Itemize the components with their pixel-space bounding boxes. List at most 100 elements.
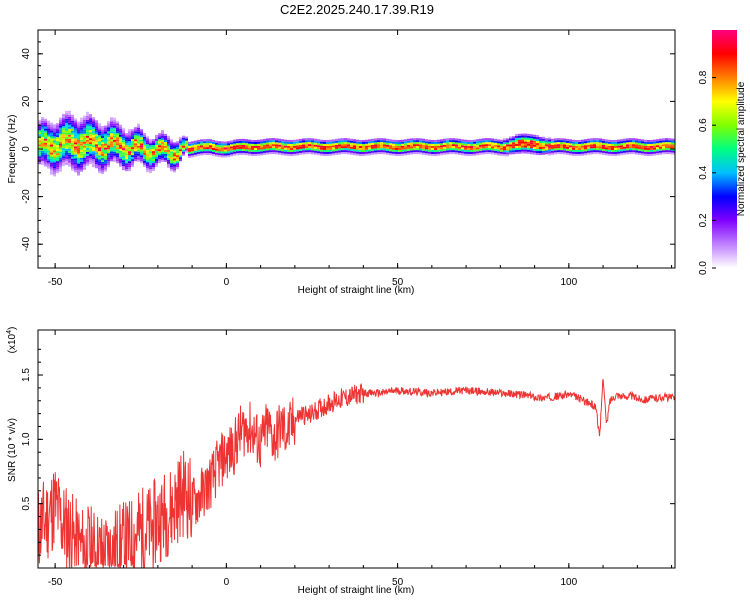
spectrogram-cell (68, 164, 71, 167)
spectrogram-cell (83, 161, 86, 164)
spectrogram-cell (293, 143, 296, 146)
spectrogram-cell (113, 121, 116, 124)
spectrogram-cell (362, 139, 365, 142)
spectrogram-cell (59, 129, 62, 132)
spectrogram-cell (215, 146, 218, 149)
spectrogram-cell (149, 147, 152, 150)
spectrogram-cell (416, 138, 419, 141)
spectrogram-cell (461, 145, 464, 148)
spectrogram-cell (308, 140, 311, 143)
spectrogram-cell (71, 162, 74, 165)
spectrogram-cell (311, 152, 314, 155)
spectrogram-cell (380, 142, 383, 145)
spectrogram-cell (200, 141, 203, 144)
spectrogram-cell (359, 145, 362, 148)
spectrogram-cell (53, 150, 56, 153)
snr-multiplier-exp: 4 (6, 330, 13, 334)
spectrogram-cell (440, 139, 443, 142)
spectrogram-cell (77, 147, 80, 150)
spectrogram-cell (470, 153, 473, 156)
spectrogram-cell (605, 139, 608, 142)
spectrogram-cell (386, 152, 389, 155)
spectrogram-cell (425, 143, 428, 146)
spectrogram-cell (266, 150, 269, 153)
spectrogram-cell (257, 147, 260, 150)
spectrogram-cell (473, 145, 476, 148)
spectrogram-cell (119, 132, 122, 135)
spectrogram-cell (263, 144, 266, 147)
spectrogram-cell (515, 151, 518, 154)
spectrogram-cell (44, 126, 47, 129)
spectrogram-cell (626, 144, 629, 147)
spectrogram-cell (647, 151, 650, 154)
spectrogram-cell (134, 129, 137, 132)
spectrogram-cell (125, 147, 128, 150)
spectrogram-cell (344, 152, 347, 155)
spectrogram-cell (122, 160, 125, 163)
spectrogram-cell (68, 160, 71, 163)
spectrogram-cell (515, 133, 518, 136)
spectrogram-cell (554, 148, 557, 151)
spectrogram-cell (626, 140, 629, 143)
spectrogram-cell (635, 146, 638, 149)
spectrogram-cell (68, 132, 71, 135)
spectrogram-cell (146, 144, 149, 147)
y-tick-label: 1.5 (21, 368, 32, 382)
spectrogram-cell (434, 141, 437, 144)
spectrogram-cell (671, 152, 674, 155)
spectrogram-cell (113, 145, 116, 148)
spectrogram-cell (425, 145, 428, 148)
spectrogram-cell (107, 163, 110, 166)
spectrogram-cell (197, 139, 200, 142)
spectrogram-cell (443, 148, 446, 151)
spectrogram-cell (317, 149, 320, 152)
spectrogram-cell (209, 141, 212, 144)
spectrogram-cell (284, 145, 287, 148)
spectrogram-cell (164, 159, 167, 162)
spectrogram-cell (434, 147, 437, 150)
spectrogram-cell (77, 121, 80, 124)
spectrogram-cell (179, 159, 182, 162)
spectrogram-cell (605, 145, 608, 148)
spectrogram-cell (392, 151, 395, 154)
spectrogram-cell (509, 144, 512, 147)
spectrogram-cell (410, 150, 413, 153)
spectrogram-cell (167, 139, 170, 142)
spectrogram-cell (479, 138, 482, 141)
spectrogram-cell (284, 153, 287, 156)
spectrogram-cell (206, 145, 209, 148)
spectrogram-cell (518, 133, 521, 136)
spectrogram-cell (134, 141, 137, 144)
spectrogram-cell (44, 152, 47, 155)
spectrogram-cell (317, 143, 320, 146)
spectrogram-cell (38, 138, 41, 141)
spectrogram-cell (170, 157, 173, 160)
spectrogram-cell (314, 150, 317, 153)
spectrogram-cell (596, 146, 599, 149)
spectrogram-cell (80, 143, 83, 146)
spectrogram-cell (482, 138, 485, 141)
spectrogram-cell (59, 165, 62, 168)
spectrogram-cell (491, 142, 494, 145)
spectrogram-cell (140, 149, 143, 152)
spectrogram-cell (53, 138, 56, 141)
spectrogram-cell (113, 147, 116, 150)
spectrogram-cell (587, 142, 590, 145)
spectrogram-cell (104, 169, 107, 172)
spectrogram-cell (50, 158, 53, 161)
spectrogram-cell (440, 149, 443, 152)
spectrogram-cell (431, 139, 434, 142)
spectrogram-cell (59, 163, 62, 166)
spectrogram-cell (83, 117, 86, 120)
colorbar-gradient (712, 30, 737, 268)
spectrogram-cell (362, 143, 365, 146)
spectrogram-cell (482, 148, 485, 151)
spectrogram-cell (77, 163, 80, 166)
spectrogram-cell (443, 152, 446, 155)
spectrogram-cell (80, 139, 83, 142)
spectrogram-cell (530, 134, 533, 137)
spectrogram-cell (80, 117, 83, 120)
spectrogram-cell (167, 155, 170, 158)
spectrogram-cell (122, 148, 125, 151)
